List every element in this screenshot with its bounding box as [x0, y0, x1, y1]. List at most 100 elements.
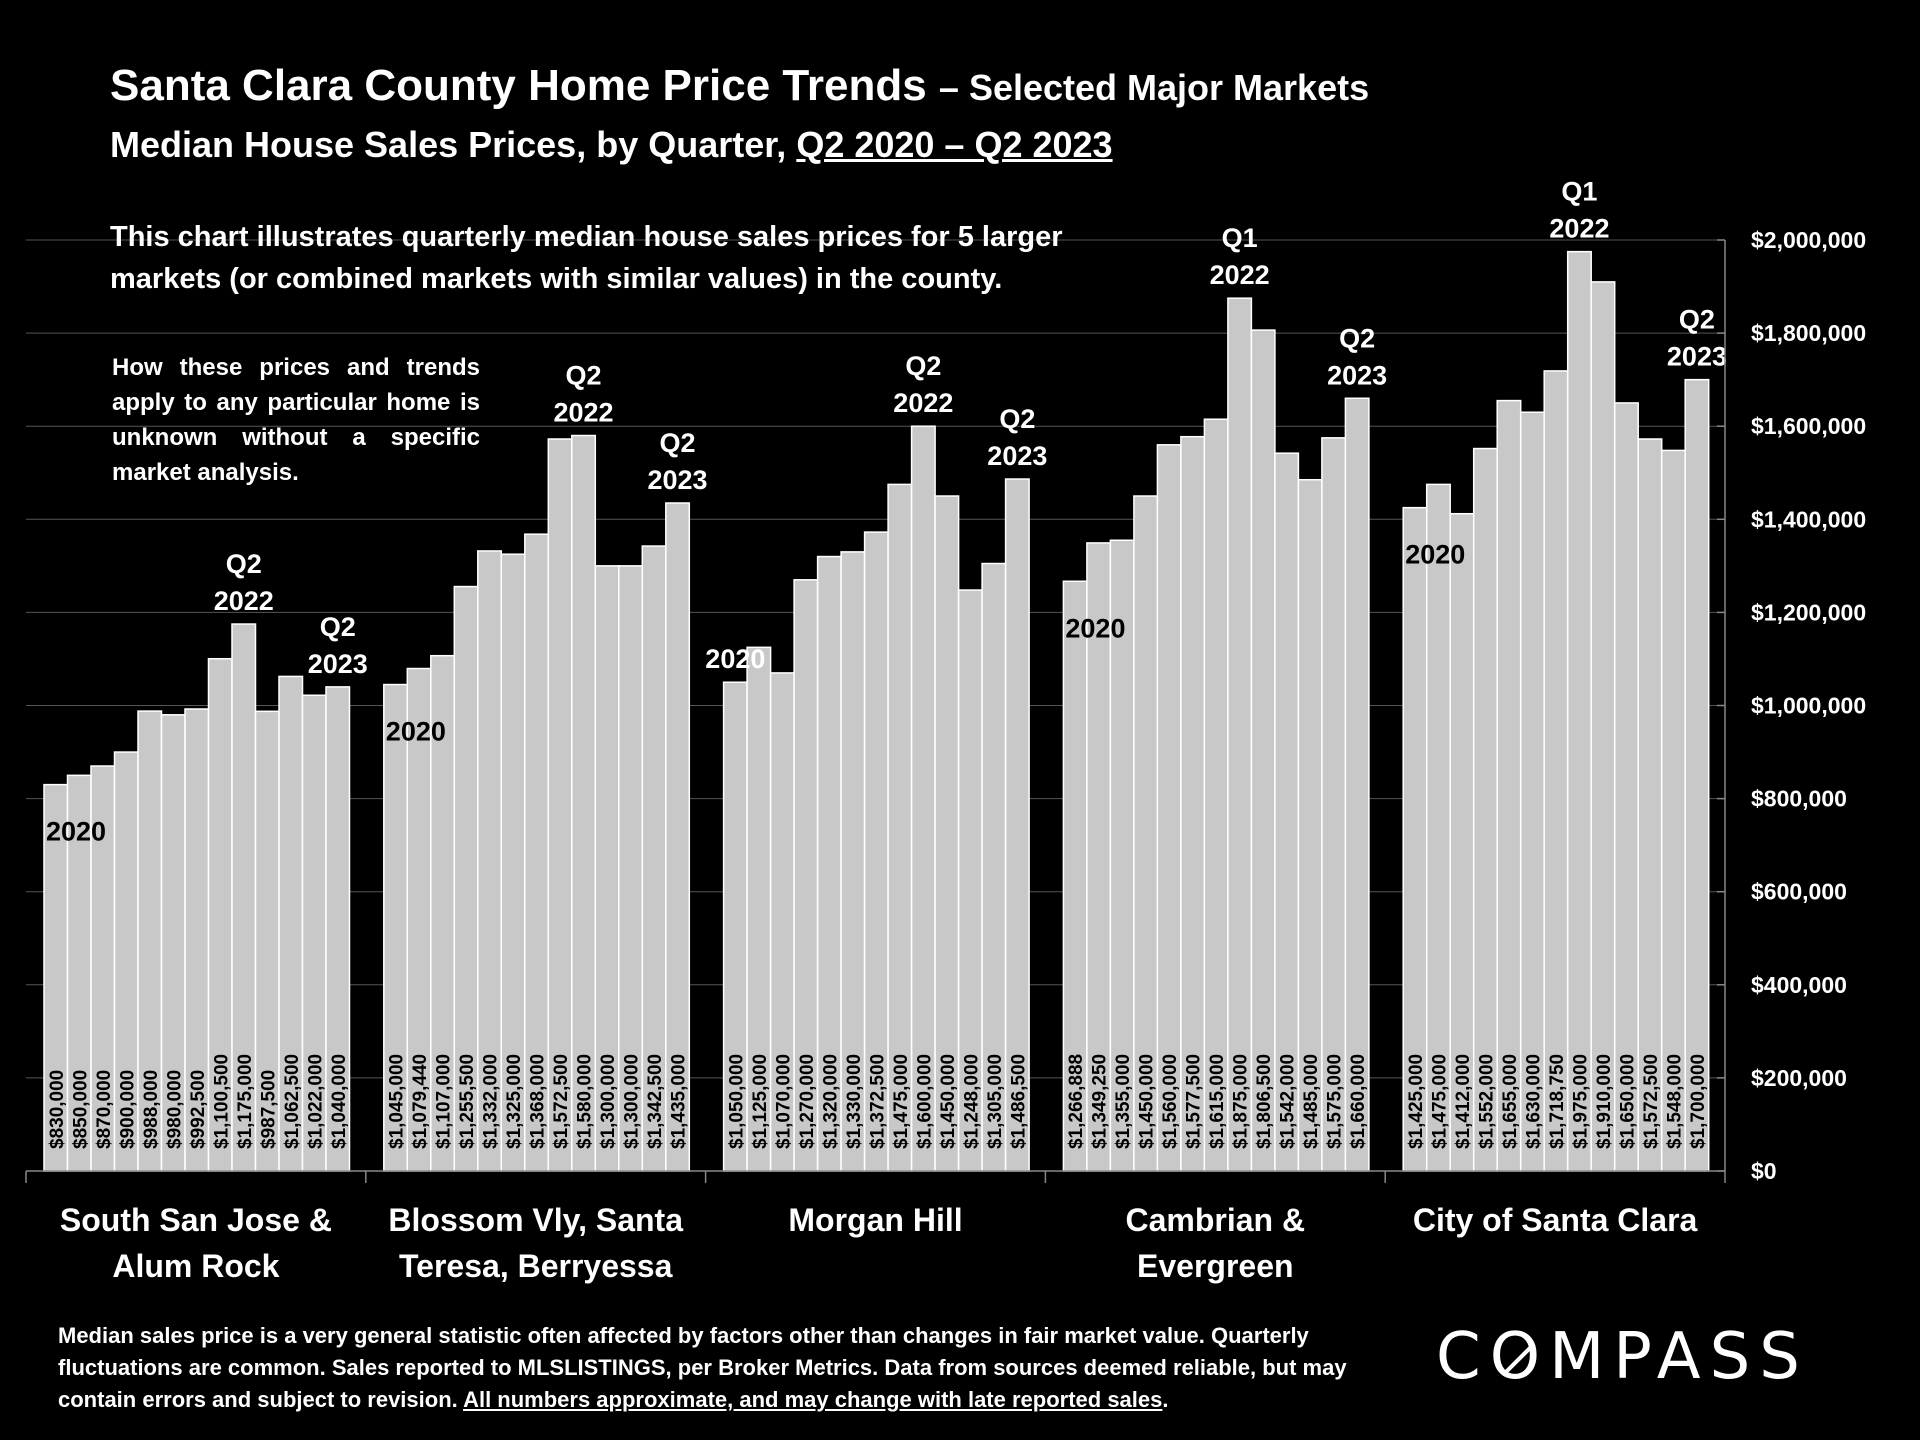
bar-value-label: $1,975,000 [1570, 1054, 1591, 1149]
bar-value-label: $1,650,000 [1617, 1054, 1638, 1149]
bar-annotation: Q2 [1679, 305, 1715, 335]
bar-value-label: $1,412,000 [1453, 1054, 1474, 1149]
y-tick-label: $2,000,000 [1751, 227, 1866, 253]
bar-value-label: $1,332,000 [481, 1054, 502, 1149]
bar-value-label: $1,107,000 [434, 1054, 455, 1149]
bar-value-label: $1,175,000 [235, 1054, 256, 1149]
bar-annotation: 2022 [554, 398, 614, 428]
bar-annotation: 2023 [1667, 342, 1727, 372]
bar-value-label: $992,500 [188, 1070, 209, 1149]
bar-value-label: $1,045,000 [387, 1054, 408, 1149]
bar-value-label: $1,655,000 [1500, 1054, 1521, 1149]
bar-annotation: Q2 [226, 549, 262, 579]
bar-value-label: $1,349,250 [1090, 1054, 1111, 1149]
y-tick-label: $400,000 [1751, 972, 1847, 998]
bar-annotation: 2020 [1065, 613, 1125, 643]
bar-value-label: $1,580,000 [575, 1054, 596, 1149]
logo-slash-mark [1504, 1342, 1536, 1374]
compass-logo: COMPASS [1436, 1320, 1809, 1394]
y-axis: $0 $200,000 $400,000 $600,000 $800,000 $1,000… [25, 227, 1866, 1184]
bar [1227, 297, 1253, 1172]
logo-letter: M [1549, 1320, 1614, 1394]
bar-annotation: 2020 [386, 717, 446, 747]
category-label: Cambrian & [1126, 1202, 1306, 1238]
y-tick-label: $1,800,000 [1751, 320, 1866, 346]
bar-annotation: Q2 [1339, 323, 1375, 353]
y-tick-label: $800,000 [1751, 786, 1847, 812]
bar-annotation: 2023 [987, 441, 1047, 471]
bar-annotation: 2020 [705, 644, 765, 674]
bar-annotation: Q2 [999, 404, 1035, 434]
bar-value-label: $1,700,000 [1688, 1054, 1709, 1149]
bar-value-label: $980,000 [164, 1070, 185, 1149]
chart-subtitle: Median House Sales Prices, by Quarter, Q… [110, 120, 1369, 170]
bar-value-label: $1,270,000 [797, 1054, 818, 1149]
bar-value-label: $1,548,000 [1664, 1054, 1685, 1149]
bar-value-label: $1,100,500 [211, 1054, 232, 1149]
bar-value-label: $1,575,000 [1325, 1054, 1346, 1149]
category-label: City of Santa Clara [1413, 1202, 1698, 1238]
footnote-end: . [1162, 1387, 1169, 1412]
footnote: Median sales price is a very general sta… [58, 1320, 1393, 1416]
value-labels: $830,000 $850,000 $870,000 $900,000 $988,000… [47, 1054, 1709, 1149]
bar-value-label: $1,325,000 [504, 1054, 525, 1149]
bar-value-label: $1,875,000 [1231, 1054, 1252, 1149]
y-tick-label: $0 [1751, 1158, 1777, 1184]
title-block: Santa Clara County Home Price Trends – S… [110, 58, 1369, 170]
bar-value-label: $1,022,000 [305, 1054, 326, 1149]
bar-value-label: $1,475,000 [891, 1054, 912, 1149]
bar-value-label: $1,615,000 [1207, 1054, 1228, 1149]
bar-value-label: $1,050,000 [726, 1054, 747, 1149]
bar-value-label: $1,718,750 [1547, 1054, 1568, 1149]
y-tick-label: $600,000 [1751, 879, 1847, 905]
bar-annotation: 2023 [308, 649, 368, 679]
bar-annotation: 2022 [214, 586, 274, 616]
bar-value-label: $1,542,000 [1278, 1054, 1299, 1149]
bar-annotation: 2023 [648, 465, 708, 495]
bar-value-label: $1,560,000 [1160, 1054, 1181, 1149]
bar-value-label: $1,486,500 [1008, 1054, 1029, 1149]
y-tick-label: $200,000 [1751, 1065, 1847, 1091]
bar-annotation: 2023 [1327, 360, 1387, 390]
logo-letter: S [1759, 1320, 1809, 1394]
caveat-text: How these prices and trends apply to any… [112, 354, 480, 486]
category-label: Blossom Vly, Santa [388, 1202, 683, 1238]
bar-value-label: $1,342,500 [645, 1054, 666, 1149]
bar-value-label: $1,368,000 [528, 1054, 549, 1149]
bar [1566, 250, 1592, 1172]
bar-value-label: $1,450,000 [938, 1054, 959, 1149]
bar-value-label: $1,372,500 [867, 1054, 888, 1149]
bar-annotation: Q1 [1222, 223, 1258, 253]
y-tick-label: $1,200,000 [1751, 599, 1866, 625]
title-suffix: – Selected Major Markets [938, 67, 1370, 108]
bar-annotation: Q2 [320, 612, 356, 642]
bar-annotation: 2020 [46, 817, 106, 847]
bar-value-label: $1,070,000 [773, 1054, 794, 1149]
bar-value-label: $1,330,000 [844, 1054, 865, 1149]
bar [1250, 329, 1276, 1172]
bar-value-label: $1,660,000 [1348, 1054, 1369, 1149]
bar [1543, 370, 1569, 1172]
bar-value-label: $900,000 [117, 1070, 138, 1149]
y-tick-label: $1,600,000 [1751, 413, 1866, 439]
subtitle-prefix: Median House Sales Prices, by Quarter, [110, 124, 787, 165]
intro-text: This chart illustrates quarterly median … [110, 221, 1063, 295]
bar-value-label: $1,266,888 [1066, 1054, 1087, 1149]
bar-value-label: $988,000 [141, 1070, 162, 1149]
category-label: Teresa, Berryessa [399, 1248, 673, 1284]
bar-annotation: Q2 [566, 361, 602, 391]
bar-value-label: $1,552,000 [1476, 1054, 1497, 1149]
bar-value-label: $1,600,000 [914, 1054, 935, 1149]
logo-letter: C [1436, 1320, 1490, 1394]
bar-value-label: $1,475,000 [1429, 1054, 1450, 1149]
title-main: Santa Clara County Home Price Trends [110, 61, 927, 110]
bar-annotation: 2022 [1549, 214, 1609, 244]
bar-annotation: Q2 [905, 351, 941, 381]
bar-value-label: $1,125,000 [750, 1054, 771, 1149]
x-axis-categories: South San Jose & Alum Rock Blossom Vly, Sa… [60, 1202, 1698, 1284]
bar [1684, 378, 1710, 1172]
bar-value-label: $1,572,500 [1641, 1054, 1662, 1149]
bar-value-label: $1,425,000 [1406, 1054, 1427, 1149]
logo-letter: P [1613, 1320, 1657, 1394]
logo-letter: S [1709, 1320, 1760, 1394]
